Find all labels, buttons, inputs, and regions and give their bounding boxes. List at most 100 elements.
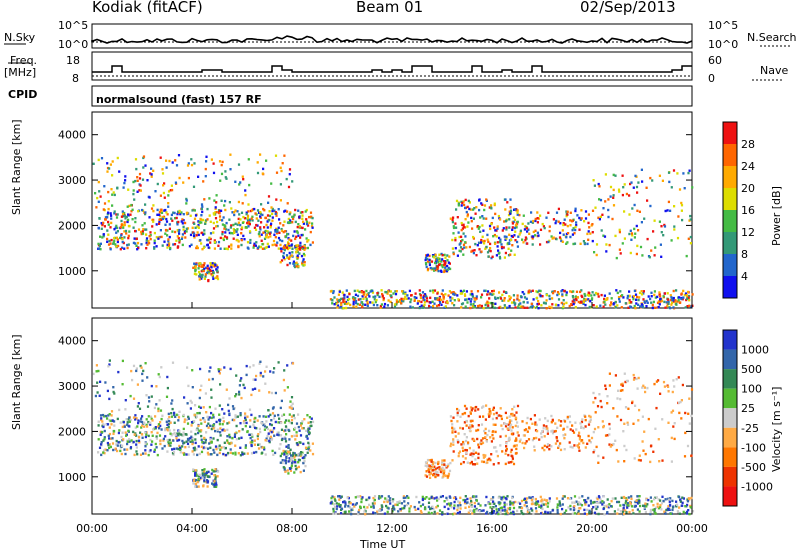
- range-gate-cell: [280, 259, 284, 262]
- range-gate-cell: [258, 443, 261, 446]
- range-gate-cell: [586, 513, 589, 516]
- range-gate-cell: [546, 443, 550, 446]
- range-gate-cell: [177, 419, 180, 422]
- range-gate-cell: [468, 509, 471, 512]
- range-gate-cell: [491, 216, 494, 220]
- range-gate-cell: [280, 169, 283, 173]
- range-gate-cell: [688, 422, 691, 425]
- range-gate-cell: [564, 223, 567, 226]
- range-gate-cell: [288, 173, 291, 176]
- range-gate-cell: [563, 289, 566, 293]
- range-gate-cell: [354, 503, 357, 506]
- range-gate-cell: [167, 442, 170, 445]
- range-gate-cell: [344, 501, 347, 504]
- range-gate-cell: [253, 420, 256, 423]
- range-gate-cell: [595, 445, 598, 449]
- range-gate-cell: [578, 502, 581, 505]
- range-gate-cell: [177, 154, 181, 157]
- range-gate-cell: [494, 446, 497, 449]
- range-gate-cell: [445, 269, 448, 273]
- range-gate-cell: [254, 387, 257, 390]
- range-gate-cell: [602, 507, 605, 511]
- range-gate-cell: [492, 506, 495, 509]
- range-gate-cell: [635, 377, 638, 381]
- range-gate-cell: [213, 485, 216, 488]
- range-gate-cell: [235, 424, 238, 428]
- range-gate-cell: [541, 507, 544, 511]
- range-gate-cell: [434, 470, 437, 474]
- range-gate-cell: [97, 227, 100, 230]
- range-gate-cell: [510, 238, 513, 242]
- range-gate-cell: [494, 302, 497, 305]
- range-gate-cell: [199, 388, 202, 392]
- range-gate-cell: [300, 451, 303, 454]
- range-gate-cell: [140, 243, 143, 246]
- range-gate-cell: [277, 421, 280, 424]
- range-gate-cell: [507, 254, 511, 257]
- range-gate-cell: [604, 298, 607, 302]
- range-gate-cell: [163, 216, 166, 220]
- range-gate-cell: [536, 502, 539, 505]
- range-gate-cell: [641, 386, 644, 389]
- range-gate-cell: [604, 434, 608, 437]
- range-gate-cell: [301, 456, 304, 460]
- range-gate-cell: [389, 290, 392, 293]
- range-gate-cell: [145, 239, 148, 242]
- range-gate-cell: [293, 213, 296, 216]
- range-gate-cell: [258, 211, 261, 214]
- range-gate-cell: [457, 452, 461, 455]
- range-gate-cell: [168, 159, 171, 163]
- range-gate-cell: [643, 386, 646, 389]
- range-gate-cell: [108, 239, 111, 243]
- range-gate-cell: [650, 249, 653, 252]
- range-gate-cell: [574, 228, 577, 232]
- range-gate-cell: [438, 259, 441, 263]
- range-gate-cell: [554, 442, 557, 445]
- range-gate-cell: [279, 166, 282, 169]
- range-gate-cell: [333, 296, 336, 299]
- range-gate-cell: [500, 424, 503, 427]
- range-gate-cell: [616, 291, 619, 295]
- range-gate-cell: [106, 162, 109, 165]
- nsearch-tick-top: 10^5: [708, 19, 739, 32]
- range-gate-cell: [469, 293, 472, 296]
- range-gate-cell: [141, 424, 144, 427]
- range-gate-cell: [144, 449, 147, 452]
- range-gate-cell: [485, 495, 488, 499]
- range-gate-cell: [497, 214, 500, 218]
- range-gate-cell: [127, 224, 130, 228]
- colorbar-swatch: [723, 188, 737, 210]
- range-gate-cell: [679, 498, 682, 501]
- range-gate-cell: [511, 426, 514, 429]
- range-gate-cell: [459, 289, 462, 293]
- range-gate-cell: [97, 424, 100, 427]
- range-gate-cell: [503, 297, 506, 300]
- range-gate-cell: [269, 370, 272, 373]
- range-gate-cell: [532, 235, 535, 238]
- range-gate-cell: [102, 208, 105, 211]
- range-gate-cell: [330, 500, 333, 504]
- range-gate-cell: [619, 389, 622, 392]
- range-gate-cell: [208, 272, 211, 275]
- range-gate-cell: [579, 218, 582, 221]
- ytick-label: 1000: [58, 265, 86, 278]
- range-gate-cell: [459, 415, 462, 418]
- range-gate-cell: [394, 290, 397, 293]
- range-gate-cell: [454, 239, 457, 242]
- range-gate-cell: [628, 510, 631, 514]
- range-gate-cell: [344, 510, 347, 513]
- range-gate-cell: [571, 512, 574, 515]
- range-gate-cell: [526, 301, 529, 304]
- range-gate-cell: [281, 459, 284, 462]
- range-gate-cell: [286, 469, 289, 472]
- range-gate-cell: [517, 434, 520, 437]
- range-gate-cell: [259, 211, 262, 214]
- range-gate-cell: [293, 417, 296, 420]
- range-gate-cell: [265, 439, 268, 442]
- range-gate-cell: [623, 210, 626, 213]
- range-gate-cell: [677, 376, 680, 379]
- range-gate-cell: [364, 303, 367, 306]
- range-gate-cell: [121, 210, 124, 213]
- range-gate-cell: [639, 459, 642, 462]
- range-gate-cell: [446, 475, 450, 478]
